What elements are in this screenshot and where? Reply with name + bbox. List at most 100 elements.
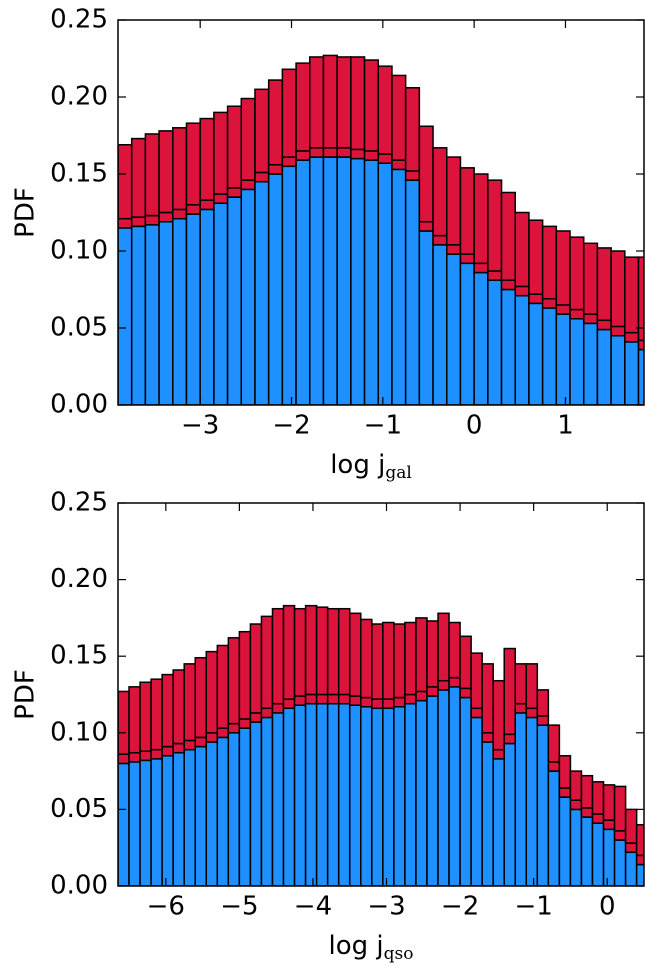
y-tick-label: 0.20 [50, 564, 108, 594]
x-tick-label: −2 [272, 411, 310, 441]
bar-segment [350, 148, 366, 160]
bar-segment [624, 256, 640, 334]
bar-segment [227, 637, 241, 725]
bar-segment [158, 130, 174, 214]
bar-segment [128, 761, 141, 886]
bar-segment [267, 164, 284, 175]
bar-segment [144, 214, 160, 226]
bar-segment [591, 822, 605, 886]
bar-segment [158, 211, 174, 223]
x-axis-label-main: log j [329, 931, 384, 961]
bar-segment [282, 604, 296, 700]
y-axis-label: PDF [11, 187, 41, 238]
x-tick-label: −2 [441, 892, 479, 922]
bar-segment [382, 707, 395, 886]
bar-segment [473, 271, 489, 405]
bar-segment [547, 770, 561, 886]
bar-segment [336, 147, 352, 158]
bar-segment [315, 693, 329, 705]
axes-frame [117, 502, 645, 887]
bar-segment [404, 87, 421, 172]
bar-segment [183, 739, 196, 751]
bar-segment [624, 851, 638, 886]
bar-segment [382, 698, 395, 710]
x-tick-label: −3 [181, 411, 219, 441]
y-tick-label: 0.10 [50, 717, 108, 747]
bar-segment [536, 724, 550, 886]
y-tick-label: 0.15 [50, 159, 108, 189]
bar-segment [525, 663, 539, 710]
bar-segment [528, 219, 544, 295]
x-tick-label: 0 [599, 892, 616, 922]
bar-segment [172, 669, 185, 745]
bar-segment [267, 173, 284, 405]
bar-segment [144, 224, 160, 405]
bar-segment [459, 696, 472, 886]
bar-segment [596, 319, 612, 331]
bar-segment [205, 650, 219, 734]
bar-segment [150, 758, 163, 886]
bar-segment [304, 693, 318, 705]
bar-segment [580, 816, 594, 886]
bar-segment [404, 693, 417, 705]
bar-segment [185, 204, 201, 215]
bar-segment [183, 663, 196, 742]
bar-segment [448, 686, 461, 886]
plot-area [118, 54, 644, 405]
bar-segment [128, 751, 141, 763]
bar-segment [281, 165, 297, 405]
bar-segment [459, 262, 475, 405]
bar-segment [514, 294, 530, 405]
bar-segment [371, 707, 384, 886]
plot-area [118, 604, 644, 886]
bar-segment [240, 179, 256, 191]
bar-segment [637, 339, 644, 351]
bar-segment [360, 706, 373, 886]
bar-segment [199, 208, 215, 405]
bar-segment [610, 334, 626, 405]
bar-segment [528, 293, 544, 305]
bar-segment [541, 297, 558, 309]
bar-segment [393, 706, 406, 886]
bar-segment [418, 220, 434, 232]
bar-segment [569, 236, 585, 311]
bar-segment [541, 225, 558, 300]
bar-segment [309, 147, 325, 158]
bar-segment [199, 117, 215, 201]
y-tick-label: 0.20 [50, 82, 108, 112]
bar-segment [161, 745, 174, 757]
bar-segment [426, 695, 439, 886]
bar-segment [271, 607, 285, 705]
bar-segment [558, 787, 572, 798]
bar-segment [172, 208, 188, 220]
y-tick-label: 0.05 [50, 794, 108, 824]
bar-segment [254, 88, 270, 174]
bar-segment [500, 288, 516, 405]
bar-segment [130, 137, 147, 218]
bar-segment [459, 687, 472, 699]
bar-segment [194, 736, 208, 748]
bar-segment [350, 56, 366, 151]
bar-segment [240, 188, 256, 405]
bar-segment [216, 727, 230, 739]
bar-segment [602, 819, 616, 831]
bar-segment [199, 199, 215, 211]
bar-segment [158, 220, 174, 405]
bar-segment [582, 322, 599, 405]
bar-segment [514, 211, 530, 288]
bar-segment [459, 253, 475, 265]
bar-segment [254, 171, 270, 183]
bar-segment [569, 318, 585, 405]
bar-segment [172, 127, 188, 211]
bar-segment [393, 623, 406, 699]
bar-segment [172, 217, 188, 405]
bar-segment [514, 702, 528, 714]
bar-segment [226, 187, 243, 198]
bar-segment [304, 702, 318, 886]
bar-segment [227, 722, 241, 734]
bar-segment [281, 68, 297, 158]
bar-segment [185, 122, 201, 206]
x-axis-label: log jgal [330, 450, 412, 483]
bar-segment [118, 762, 130, 886]
bar-segment [503, 742, 517, 886]
